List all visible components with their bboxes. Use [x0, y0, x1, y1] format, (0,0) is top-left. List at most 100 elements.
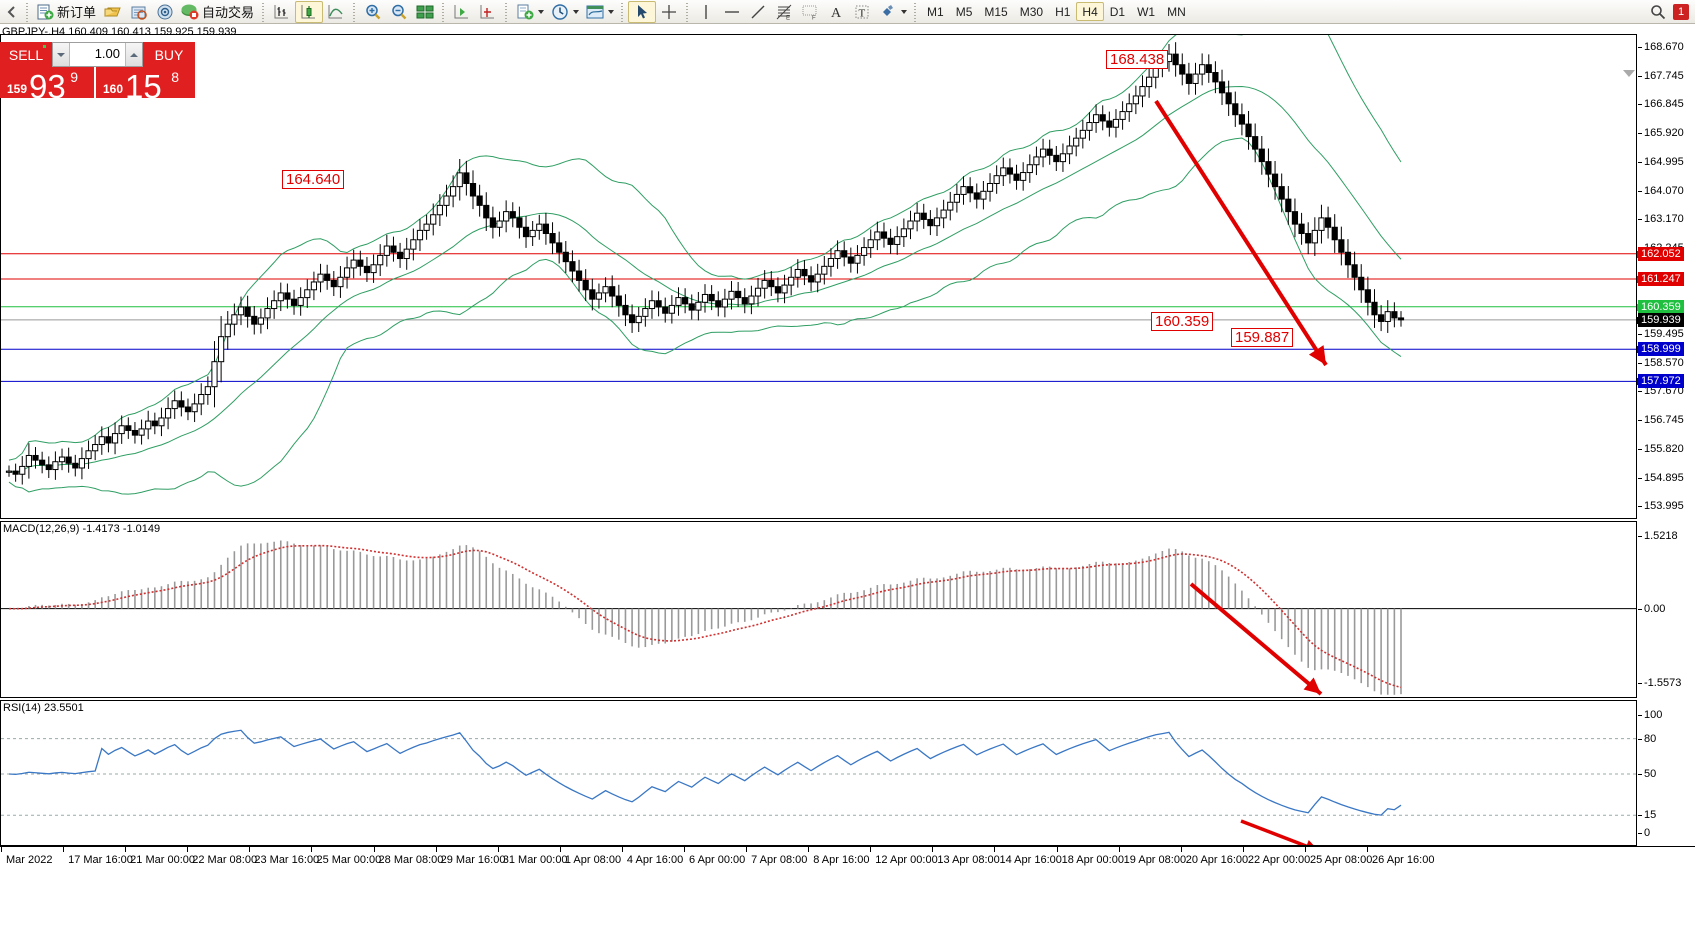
timeframe-m15[interactable]: M15: [984, 5, 1008, 19]
candle-body: [92, 444, 99, 452]
candle-body: [933, 217, 941, 227]
shapes-icon[interactable]: [875, 1, 910, 23]
candle-body: [310, 281, 318, 291]
timeframe-mn[interactable]: MN: [1167, 5, 1186, 19]
price-annotation-label[interactable]: 160.359: [1151, 312, 1214, 331]
volume-decrease-button[interactable]: [53, 43, 70, 66]
time-axis-tick: 7 Apr 08:00: [746, 846, 808, 866]
folder-icon[interactable]: [100, 1, 126, 23]
candle-body: [370, 264, 377, 274]
candle-body: [615, 295, 622, 306]
zoom-in-icon[interactable]: [360, 1, 386, 23]
candle-body: [138, 428, 145, 436]
price-axis[interactable]: 168.670 167.745 166.845 165.920 164.995 164.0…: [1637, 34, 1695, 519]
chevron-down-icon[interactable]: [573, 9, 580, 14]
timeframe-h1[interactable]: H1: [1055, 5, 1071, 19]
price-chart-canvas[interactable]: [1, 35, 1636, 518]
price-level-tag[interactable]: 160.359: [1638, 299, 1684, 314]
price-level-tag[interactable]: 162.052: [1638, 246, 1684, 261]
timeframe-w1[interactable]: W1: [1137, 5, 1156, 19]
volume-value[interactable]: 1.00: [94, 46, 120, 61]
macd-axis[interactable]: 1.5218 0.00 -1.5573: [1637, 521, 1695, 698]
trend-arrow-head: [1306, 840, 1314, 845]
autoscroll-icon[interactable]: [475, 1, 501, 23]
rsi-chart-canvas[interactable]: [1, 701, 1636, 845]
price-annotation-label[interactable]: 168.438: [1106, 50, 1169, 69]
price-axis-tick: 158.570: [1637, 357, 1684, 369]
chevron-down-icon[interactable]: [538, 9, 545, 14]
candle-body: [894, 236, 901, 245]
macd-pane[interactable]: MACD(12,26,9) -1.4173 -1.0149: [0, 521, 1637, 698]
candle-body: [980, 190, 987, 200]
chevron-down-icon[interactable]: [608, 9, 615, 14]
buy-button[interactable]: BUY: [143, 42, 195, 67]
candle-body: [78, 458, 86, 469]
line-chart-icon[interactable]: [323, 1, 349, 23]
timeframe-m30[interactable]: M30: [1019, 5, 1044, 19]
candlestick-chart-icon[interactable]: [295, 0, 324, 23]
hline-icon[interactable]: [719, 1, 745, 23]
rsi-pane[interactable]: RSI(14) 23.5501: [0, 700, 1637, 846]
templates-icon[interactable]: [582, 1, 617, 23]
candle-body: [914, 212, 921, 222]
one-click-trading-panel[interactable]: SELL 1.00 BUY 159 93 9 160 15 8: [0, 42, 195, 98]
timeframe-d1[interactable]: D1: [1109, 5, 1126, 19]
chevron-down-icon[interactable]: [901, 9, 908, 14]
tile-windows-icon[interactable]: [412, 1, 438, 23]
chart-shift-icon[interactable]: [449, 1, 475, 23]
text-icon[interactable]: A: [823, 1, 849, 23]
auto-trading-label: 自动交易: [202, 6, 255, 21]
price-annotation-label[interactable]: 159.887: [1231, 328, 1294, 347]
text-label-icon[interactable]: T: [849, 1, 875, 23]
sell-button[interactable]: SELL: [0, 42, 52, 67]
new-order-button[interactable]: 新订单: [33, 1, 100, 23]
bar-chart-icon[interactable]: [269, 1, 295, 23]
fibonacci-icon[interactable]: E: [771, 1, 797, 23]
print-preview-icon[interactable]: [126, 1, 152, 23]
indicators-icon[interactable]: [512, 1, 547, 23]
price-annotation-label[interactable]: 164.640: [282, 170, 345, 189]
price-pane[interactable]: 168.438 164.640 160.359 159.887: [0, 34, 1637, 519]
channel-icon[interactable]: F: [797, 1, 823, 23]
candle-body: [237, 306, 245, 316]
time-axis[interactable]: Mar 2022 17 Mar 16:00 21 Mar 00:00 22 Mar 0…: [0, 846, 1695, 874]
candle-body: [741, 297, 748, 305]
timeframe-m5[interactable]: M5: [955, 5, 973, 19]
chart-scroll-marker[interactable]: [1623, 70, 1635, 77]
price-axis-tick: 165.920: [1637, 127, 1684, 139]
price-level-handle[interactable]: [1637, 250, 1638, 258]
price-level-handle[interactable]: [1637, 378, 1638, 386]
price-level-tag[interactable]: 161.247: [1638, 271, 1684, 286]
scroll-left-icon[interactable]: [2, 1, 22, 23]
chart-container[interactable]: 168.438 164.640 160.359 159.887 168.670 167.…: [0, 34, 1695, 945]
rsi-axis[interactable]: 100 80 50 15 0: [1637, 700, 1695, 846]
timeframe-m1[interactable]: M1: [927, 5, 944, 19]
period-icon[interactable]: [547, 1, 582, 23]
macd-chart-canvas[interactable]: [1, 522, 1636, 697]
auto-trading-button[interactable]: 自动交易: [178, 1, 258, 23]
price-level-handle[interactable]: [1637, 275, 1638, 283]
price-level-tag[interactable]: 157.972: [1638, 374, 1684, 389]
trendline-icon[interactable]: [745, 1, 771, 23]
price-level-handle[interactable]: [1637, 316, 1638, 324]
notification-badge[interactable]: 1: [1673, 3, 1689, 20]
search-icon[interactable]: [1647, 1, 1669, 23]
price-level-tag[interactable]: 158.999: [1638, 342, 1684, 357]
vline-icon[interactable]: [693, 1, 719, 23]
candle-body: [1146, 76, 1153, 88]
candle-body: [1185, 73, 1192, 84]
candle-body: [1371, 301, 1378, 316]
volume-increase-button[interactable]: [125, 43, 142, 66]
price-level-handle[interactable]: [1637, 346, 1638, 354]
timeframe-h4[interactable]: H4: [1076, 2, 1104, 21]
price-level-handle[interactable]: [1637, 303, 1638, 311]
sell-price[interactable]: 159 93 9: [0, 67, 96, 98]
cursor-icon[interactable]: [628, 0, 657, 23]
zoom-out-icon[interactable]: [386, 1, 412, 23]
candle-body: [642, 308, 649, 317]
crosshair-icon[interactable]: [656, 1, 682, 23]
signals-icon[interactable]: [152, 1, 178, 23]
volume-stepper[interactable]: 1.00: [52, 42, 143, 67]
price-level-tag[interactable]: 159.939: [1638, 312, 1684, 327]
buy-price[interactable]: 160 15 8: [96, 67, 195, 98]
